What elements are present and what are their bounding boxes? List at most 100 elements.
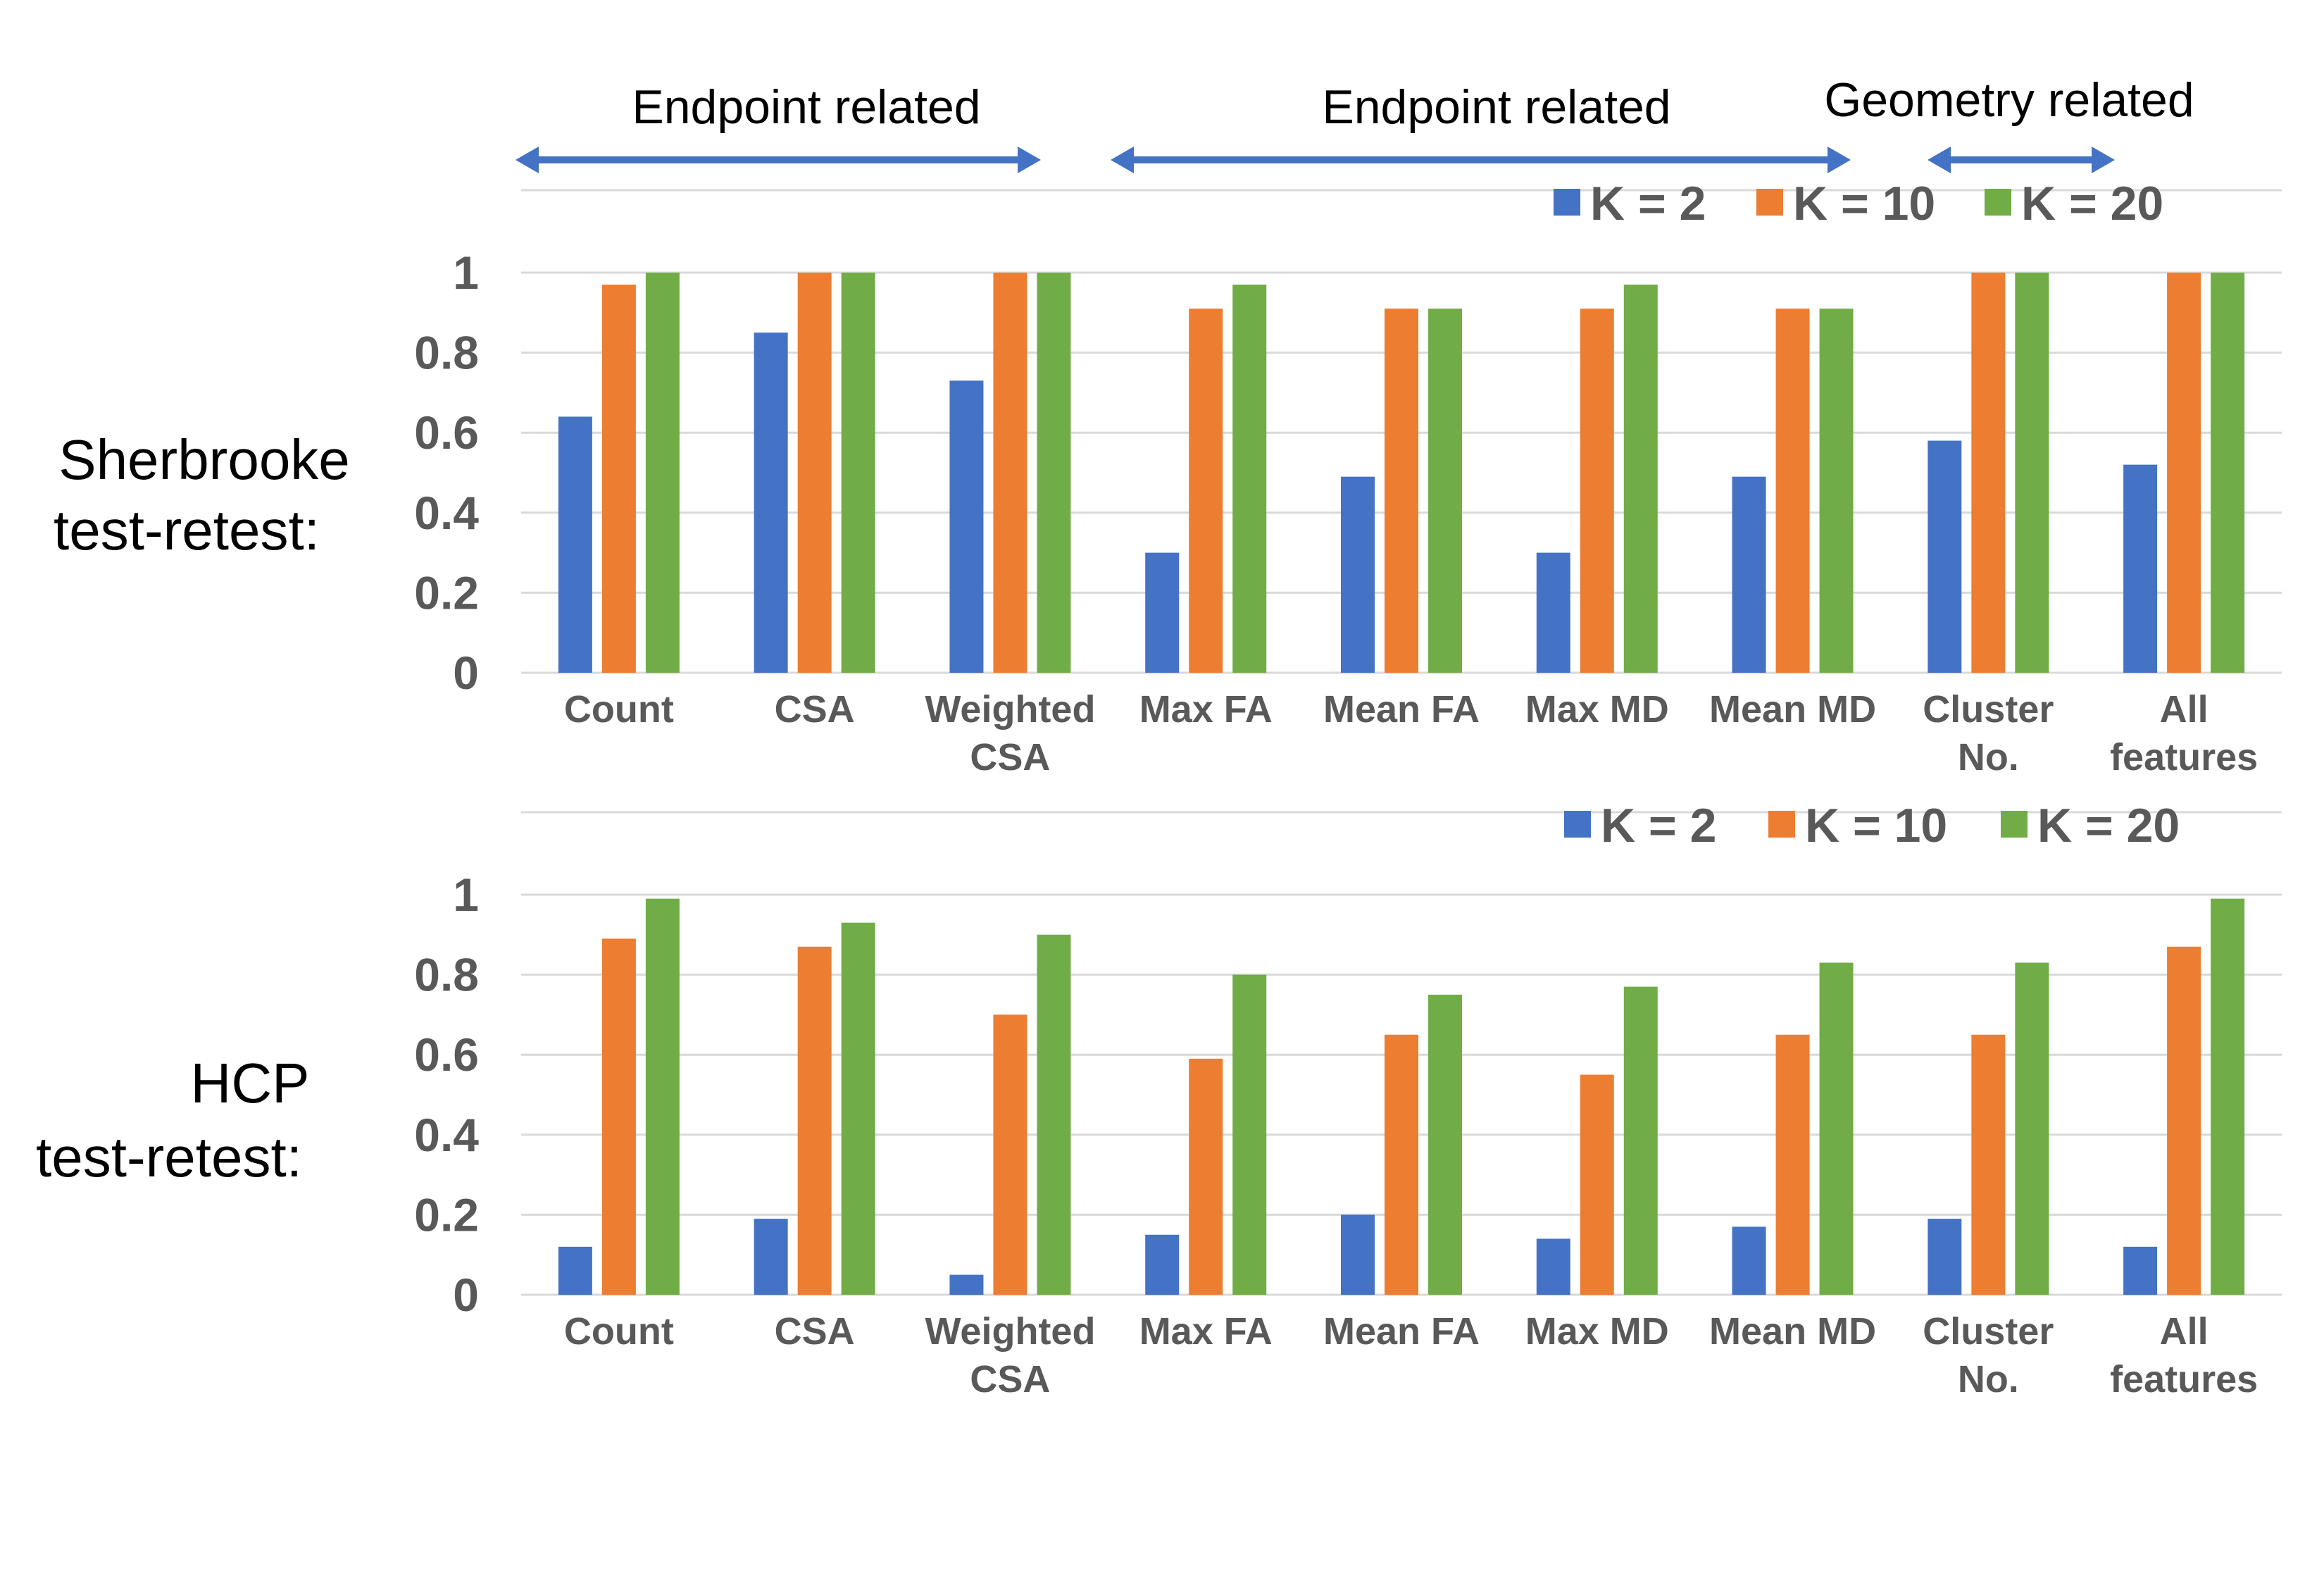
bar-k=2 (1145, 1234, 1180, 1295)
bar-k=10 (1189, 309, 1223, 673)
y-tick-label: 1 (453, 247, 479, 299)
group-headers: Endpoint related Endpoint related Geomet… (516, 73, 2194, 173)
x-category-label: CSA (775, 688, 855, 731)
bar-k=20 (1037, 934, 1071, 1295)
x-category-label: Max MD (1525, 688, 1669, 731)
legend: K = 2 K = 10 K = 20 (1554, 177, 2163, 230)
bar-k=10 (797, 946, 832, 1295)
legend-swatch (1768, 811, 1795, 838)
x-category-label: Cluster No. (1923, 688, 2054, 778)
bar-k=10 (601, 285, 636, 673)
group-label-1: Endpoint related (632, 80, 980, 134)
bar-k=10 (1971, 1034, 2006, 1295)
y-tick-label: 0 (453, 1269, 479, 1321)
legend-swatch (1756, 189, 1783, 216)
bar-k=2 (2123, 464, 2158, 673)
bar-k=20 (1232, 285, 1267, 673)
x-category-label: Weighted CSA (925, 1310, 1095, 1400)
bar-k=20 (2015, 273, 2049, 673)
group-label-3: Geometry related (1824, 73, 2194, 127)
bar-k=10 (1775, 309, 1810, 673)
bar-k=2 (1536, 1238, 1570, 1295)
x-category-label: All features (2110, 688, 2258, 778)
legend-swatch (1564, 811, 1591, 838)
legend-label: K = 2 (1590, 177, 1706, 230)
bar-k=10 (1189, 1058, 1223, 1295)
y-tick-label: 0.6 (414, 1028, 479, 1081)
bar-k=20 (1819, 309, 1854, 673)
y-axis-ticks: 0 0.2 0.4 0.6 0.8 1 (414, 869, 479, 1321)
group-arrow-2 (1111, 147, 1851, 173)
panel-hcp: 0 0.2 0.4 0.6 0.8 1 Count CSA Weighted CSA Max FA… (36, 799, 2282, 1400)
bars (558, 898, 2245, 1295)
row-label-line-2: test-retest: (54, 499, 320, 561)
x-axis-categories: Count CSA Weighted CSA Max FA Mean FA Max MD Me… (564, 1310, 2258, 1400)
bar-k=20 (1232, 974, 1267, 1295)
legend-swatch (1985, 189, 2011, 216)
x-category-label: Max MD (1525, 1310, 1669, 1353)
x-category-label: Mean FA (1323, 688, 1480, 731)
x-axis-categories: Count CSA Weighted CSA Max FA Mean FA Max MD Me… (564, 688, 2258, 778)
bar-k=20 (1428, 309, 1462, 673)
legend: K = 2 K = 10 K = 20 (1564, 799, 2180, 852)
x-category-label: Count (564, 688, 674, 731)
bar-k=20 (2015, 962, 2049, 1295)
x-category-label: Mean MD (1709, 1310, 1876, 1353)
bar-k=20 (1623, 285, 1658, 673)
bar-k=2 (1732, 1226, 1766, 1295)
bar-k=2 (1928, 440, 1962, 673)
legend-label: K = 10 (1805, 799, 1947, 852)
bar-k=2 (1341, 1214, 1375, 1295)
y-tick-label: 0.4 (414, 1109, 479, 1161)
bar-k=10 (2167, 273, 2201, 673)
bar-k=10 (1580, 309, 1614, 673)
x-category-label: Weighted CSA (925, 688, 1095, 778)
y-tick-label: 0.2 (414, 566, 479, 619)
bar-k=20 (1623, 986, 1658, 1295)
x-category-label: Max FA (1139, 1310, 1273, 1353)
group-label-2: Endpoint related (1322, 80, 1670, 134)
bar-k=20 (841, 922, 875, 1295)
legend-label: K = 2 (1601, 799, 1716, 852)
row-label-line-2: test-retest: (36, 1126, 302, 1188)
x-category-label: CSA (775, 1310, 855, 1353)
bar-k=20 (841, 273, 875, 673)
y-tick-label: 0.6 (414, 406, 479, 459)
bar-k=10 (1971, 273, 2006, 673)
y-axis-ticks: 0 0.2 0.4 0.6 0.8 1 (414, 247, 479, 699)
bar-k=20 (645, 273, 680, 673)
y-tick-label: 0.2 (414, 1188, 479, 1241)
legend-swatch (1554, 189, 1580, 216)
bar-k=10 (1580, 1074, 1614, 1295)
bar-k=2 (558, 1246, 592, 1295)
y-tick-label: 0.8 (414, 327, 479, 379)
bar-k=2 (1928, 1219, 1962, 1295)
y-tick-label: 0 (453, 647, 479, 699)
x-category-label: Count (564, 1310, 674, 1353)
x-category-label: Mean FA (1323, 1310, 1480, 1353)
row-label-line-1: HCP (191, 1052, 310, 1114)
x-category-label: Cluster No. (1923, 1310, 2054, 1400)
bar-k=10 (797, 273, 832, 673)
bar-k=2 (558, 416, 592, 673)
y-tick-label: 0.4 (414, 487, 479, 539)
legend-label: K = 10 (1793, 177, 1935, 230)
bars (558, 273, 2245, 673)
y-tick-label: 1 (453, 869, 479, 921)
group-arrow-1 (516, 147, 1041, 173)
bar-k=10 (993, 1014, 1027, 1295)
bar-k=10 (1775, 1034, 1810, 1295)
x-category-label: All features (2110, 1310, 2258, 1400)
bar-k=2 (1536, 552, 1570, 673)
legend-label: K = 20 (2021, 177, 2163, 230)
x-category-label: Mean MD (1709, 688, 1876, 731)
bar-k=10 (993, 273, 1027, 673)
bar-k=2 (1732, 476, 1766, 673)
bar-k=20 (645, 898, 680, 1295)
bar-k=2 (949, 1274, 984, 1295)
bar-k=20 (2211, 273, 2245, 673)
bar-k=2 (949, 380, 984, 673)
row-label-line-1: Sherbrooke (58, 428, 350, 491)
legend-swatch (2001, 811, 2028, 838)
